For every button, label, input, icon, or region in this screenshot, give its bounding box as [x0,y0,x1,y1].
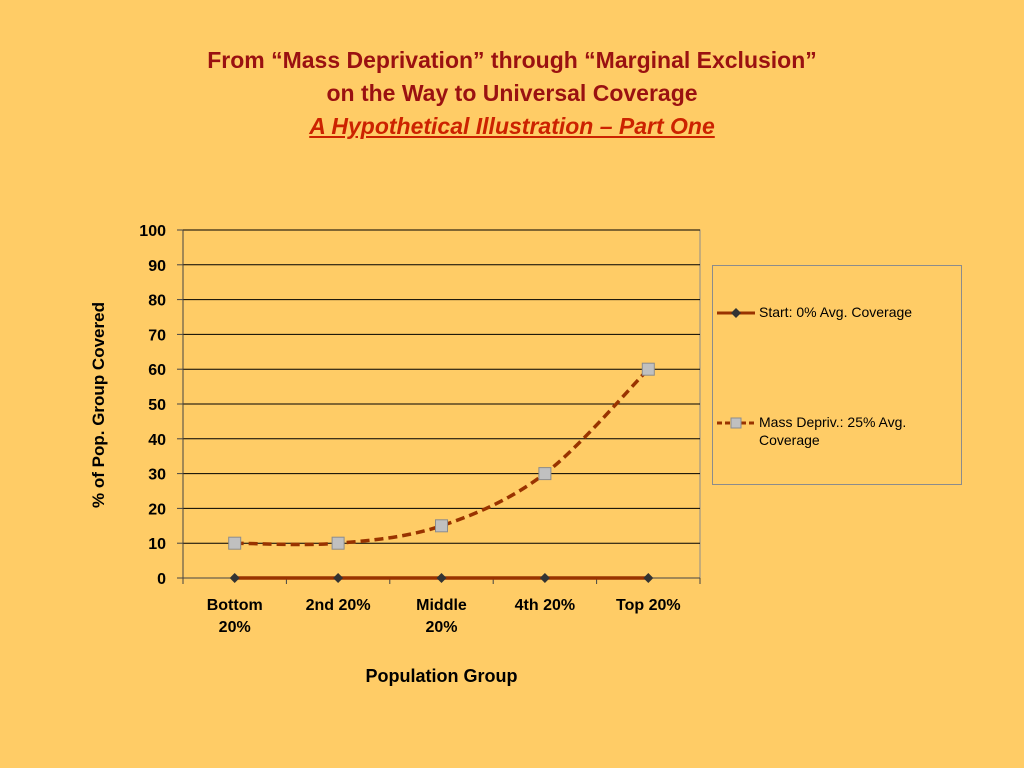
data-point-diamond [539,573,550,583]
data-point-square [641,362,655,376]
y-tick-label: 50 [148,397,166,414]
x-tick-label-line: Top 20% [616,597,681,614]
legend-label-mass-depriv-line-1: Mass Depriv.: 25% Avg. [759,414,907,430]
chart-subtitle: A Hypothetical Illustration – Part One [309,113,715,139]
chart-legend: Start: 0% Avg. Coverage Mass Depriv.: 25… [712,265,962,485]
y-tick-label: 20 [148,501,166,518]
x-tick-label-line: 2nd 20% [306,597,371,614]
x-tick-label-line: 20% [425,619,457,636]
x-tick-label-line: Middle [416,597,467,614]
data-point-square [331,536,345,550]
data-point-diamond [643,573,654,583]
x-tick-label: Bottom 20% [207,597,263,636]
legend-diamond-marker [731,308,741,318]
x-tick-label: Top 20% [616,597,681,614]
y-tick-label: 30 [148,467,166,484]
y-axis-label-wrap: % of Pop. Group Covered [24,230,174,580]
legend-square-marker [730,417,742,429]
y-tick-label: 40 [148,432,166,449]
chart-title-line-1: From “Mass Deprivation” through “Margina… [207,47,817,73]
x-tick-label: Middle 20% [416,597,467,636]
data-point-square [228,536,242,550]
x-tick-label-line: 20% [219,619,251,636]
chart-title-block: From “Mass Deprivation” through “Margina… [0,44,1024,143]
y-tick-label: 60 [148,362,166,379]
legend-swatch-start [717,308,755,318]
x-tick-label: 4th 20% [515,597,575,614]
y-tick-label: 80 [148,293,166,310]
y-tick-label: 70 [148,327,166,344]
data-point-diamond [436,573,447,583]
data-point-diamond [333,573,344,583]
y-tick-label: 0 [157,571,166,588]
y-tick-label: 10 [148,536,166,553]
data-point-diamond [229,573,240,583]
x-tick-label-line: Bottom [207,597,263,614]
x-axis-label: Population Group [365,666,518,686]
legend-label-start: Start: 0% Avg. Coverage [759,304,913,320]
y-tick-label: 100 [139,223,166,240]
data-point-square [435,519,448,533]
x-tick-label-line: 4th 20% [515,597,575,614]
legend-label-mass-depriv: Mass Depriv.: 25% Avg. Coverage [759,413,959,449]
legend-swatch-mass-depriv [717,417,755,429]
y-tick-label: 90 [148,258,166,275]
chart-title-line-2: on the Way to Universal Coverage [326,80,698,106]
legend-label-mass-depriv-line-2: Coverage [759,432,820,448]
data-point-square [538,467,552,481]
series-line-mass-depriv [234,367,650,547]
x-tick-label: 2nd 20% [306,597,371,614]
y-axis-label: % of Pop. Group Covered [89,302,108,508]
